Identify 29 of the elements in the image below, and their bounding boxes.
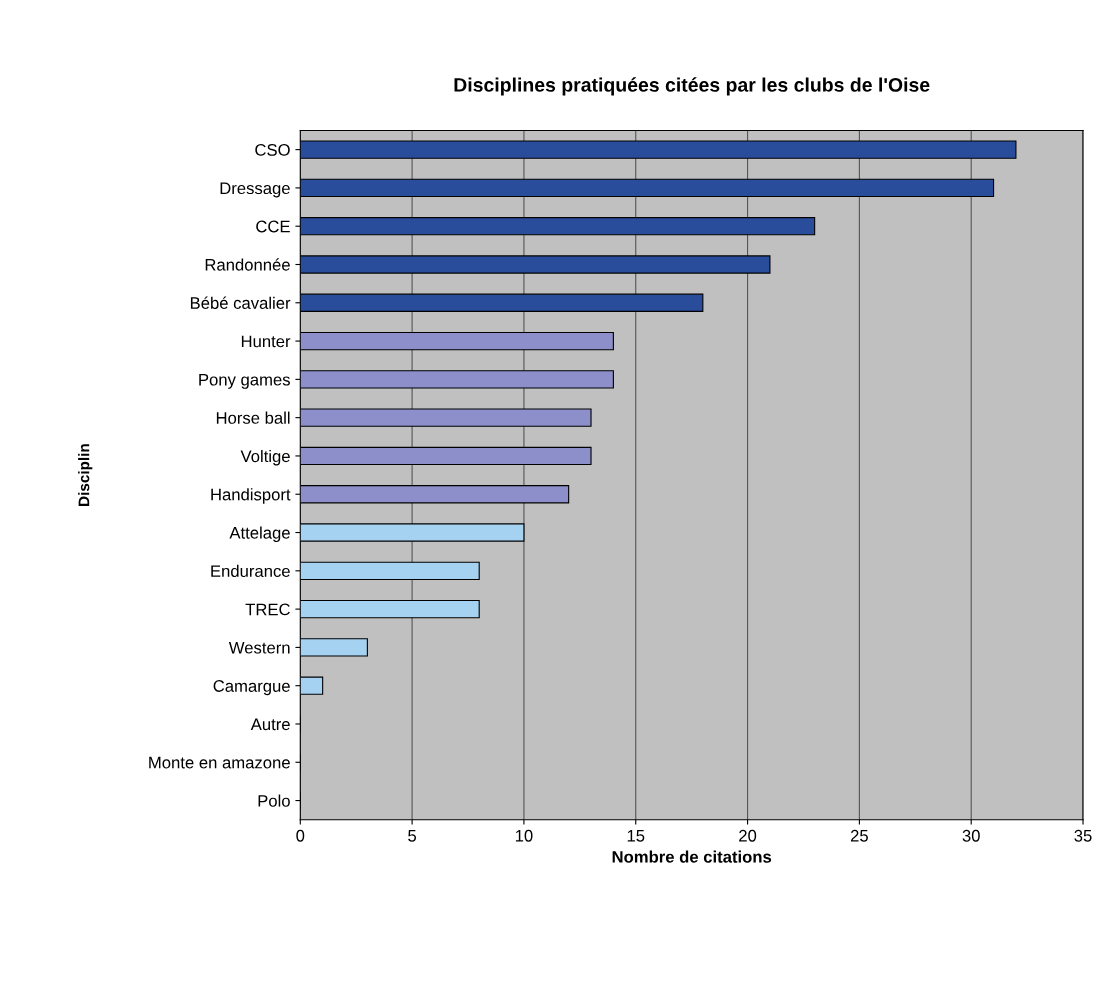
x-tick-label: 30 — [962, 829, 980, 842]
x-tick-label: 20 — [739, 829, 757, 842]
x-tick-label: 25 — [850, 829, 868, 842]
x-axis-title: Nombre de citations — [612, 850, 772, 863]
x-tick-label: 5 — [408, 830, 417, 842]
y-tick-label: Horse ball — [216, 411, 290, 424]
y-tick-label: Hunter — [241, 335, 291, 348]
y-tick-label: Voltige — [240, 449, 290, 466]
y-tick-label: Camargue — [213, 680, 290, 696]
y-tick-label: Endurance — [211, 564, 290, 578]
x-tick-label: 10 — [515, 829, 533, 842]
y-tick-label: Autre — [250, 718, 290, 731]
y-tick-label: Monte en amazone — [149, 756, 290, 769]
chart-title: Disciplines pratiquées citées par les clubs de l'Oise — [454, 77, 930, 96]
x-tick-label: 35 — [1074, 829, 1092, 842]
y-tick-label: Randonnée — [205, 258, 290, 271]
x-tick-label: 0 — [296, 829, 305, 842]
y-tick-label: Dressage — [220, 182, 290, 198]
x-tick-label: 15 — [627, 830, 645, 842]
y-tick-label: Attelage — [229, 526, 290, 543]
y-axis-title: Disciplin — [78, 444, 93, 506]
y-tick-label: Polo — [258, 794, 290, 807]
y-tick-label: TREC — [245, 603, 290, 616]
y-tick-label: Bébé cavalier — [190, 296, 291, 309]
y-tick-label: Western — [228, 641, 290, 654]
y-tick-label: CCE — [256, 220, 290, 233]
y-tick-label: Handisport — [211, 488, 291, 504]
y-tick-label: CSO — [255, 144, 290, 156]
y-tick-label: Pony games — [199, 373, 290, 389]
